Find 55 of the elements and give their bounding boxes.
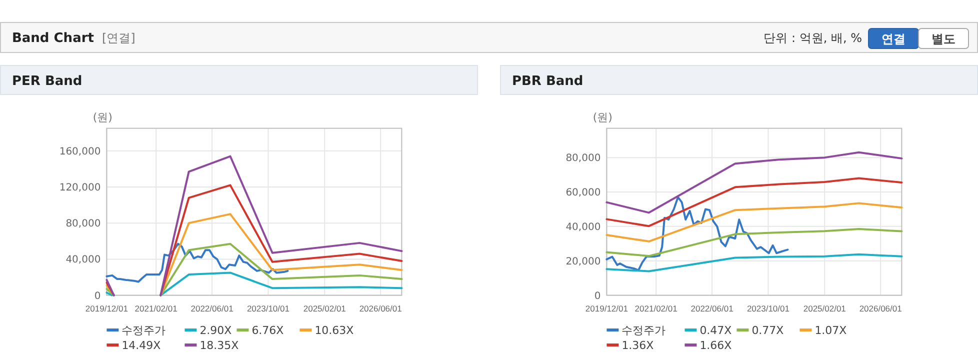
y-tick-label: 0 [594, 290, 601, 302]
line-series [606, 202, 903, 242]
x-tick-label: 2019/12/01 [585, 303, 628, 314]
chart-title: PBR Band [512, 74, 584, 89]
line-series [160, 213, 403, 296]
line-series [160, 155, 403, 296]
x-tick-label: 2019/12/01 [85, 303, 128, 314]
line-series [606, 177, 903, 228]
x-tick-label: 2025/02/01 [303, 303, 346, 314]
x-tick-label: 2026/06/01 [859, 303, 902, 314]
text: 연결 [882, 32, 906, 46]
legend-label: 2.90X [200, 324, 232, 337]
line-series [606, 196, 789, 272]
y-axis-title: (원) [92, 111, 112, 124]
text: [연결] [102, 31, 136, 45]
legend-label: 1.07X [814, 324, 848, 337]
line-series [606, 151, 903, 214]
line-series [106, 242, 289, 283]
legend-label: 6.76X [252, 324, 284, 337]
y-tick-label: 20,000 [566, 256, 601, 268]
chart-title: PER Band [12, 74, 82, 89]
line-series [160, 272, 403, 296]
legend-label: 수정주가 [622, 324, 666, 337]
line-series [606, 253, 903, 272]
line-series [160, 184, 403, 296]
y-axis-title: (원) [592, 111, 612, 124]
x-tick-label: 2022/06/01 [190, 303, 234, 314]
legend-label: 수정주가 [122, 324, 166, 337]
x-tick-label: 2025/02/01 [803, 303, 846, 314]
legend-label: 0.77X [752, 324, 784, 337]
text: Band Chart [12, 31, 94, 46]
text: 단위 : 억원, 배, % [764, 31, 862, 45]
text: 별도 [932, 32, 956, 46]
y-tick-label: 40,000 [566, 222, 601, 233]
x-tick-label: 2021/02/01 [634, 303, 678, 314]
legend-label: 0.47X [700, 324, 732, 337]
y-tick-label: 160,000 [59, 146, 101, 158]
y-tick-label: 40,000 [66, 254, 101, 266]
y-tick-label: 0 [94, 290, 101, 302]
x-tick-label: 2021/02/01 [134, 303, 178, 314]
legend-label: 1.36X [622, 339, 654, 352]
x-tick-label: 2022/06/01 [690, 303, 734, 314]
legend-label: 18.35X [200, 339, 240, 352]
line-series [606, 228, 903, 258]
x-tick-label: 2023/10/01 [246, 303, 290, 314]
y-tick-label: 80,000 [566, 153, 601, 164]
y-tick-label: 80,000 [66, 218, 101, 230]
y-tick-label: 120,000 [59, 182, 101, 194]
line-series [160, 242, 403, 296]
y-tick-label: 60,000 [566, 188, 601, 198]
legend-label: 10.63X [314, 324, 354, 337]
legend-label: 14.49X [122, 339, 162, 352]
x-tick-label: 2023/10/01 [746, 303, 790, 314]
legend-label: 1.66X [700, 339, 732, 352]
x-tick-label: 2026/06/01 [359, 303, 402, 314]
